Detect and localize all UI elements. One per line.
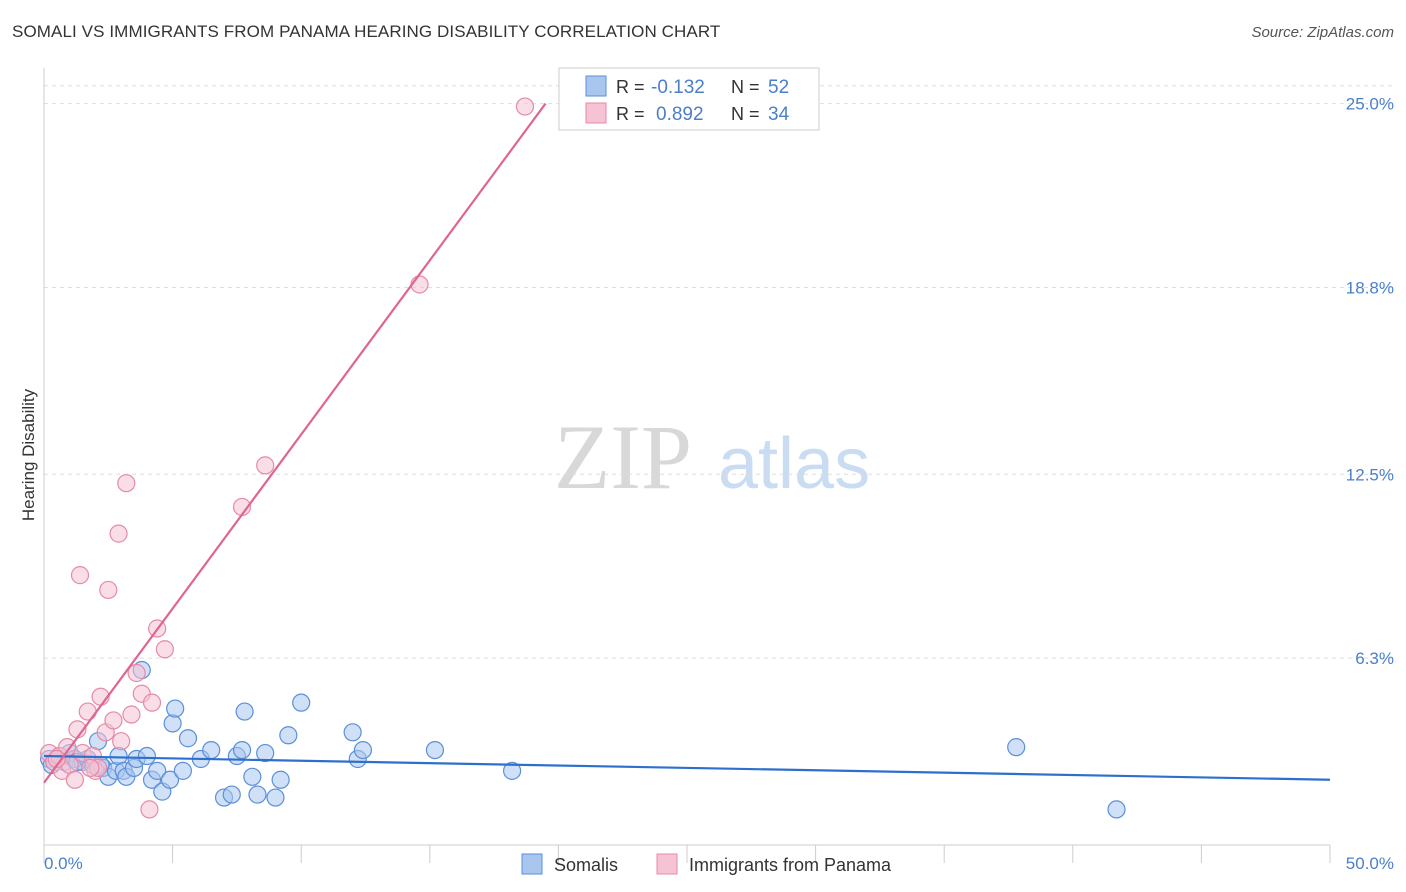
panama-point	[47, 749, 66, 769]
y-tick-label: 12.5%	[1346, 465, 1394, 484]
panama-point	[112, 732, 131, 751]
somalis-r-label: R =	[616, 77, 645, 97]
source-attribution: Source: ZipAtlas.com	[1251, 24, 1394, 41]
panama-point	[142, 693, 162, 712]
somali-point	[1107, 800, 1126, 819]
stats-legend: R = -0.132 N = 52 R = 0.892 N = 34	[558, 67, 820, 131]
panama-point	[127, 663, 146, 683]
chart-title: SOMALI VS IMMIGRANTS FROM PANAMA HEARING…	[12, 22, 721, 41]
somali-point	[292, 693, 311, 712]
x-tick-label-max: 50.0%	[1346, 854, 1394, 873]
panama-point	[117, 474, 136, 493]
y-tick-label: 18.8%	[1346, 278, 1394, 297]
panama-point	[122, 705, 141, 724]
panama-trend-line	[43, 102, 547, 784]
somali-point	[166, 699, 185, 718]
panama-point	[104, 711, 123, 730]
somali-point	[202, 740, 221, 760]
panama-point	[256, 456, 275, 475]
somali-point	[232, 740, 252, 760]
panama-r-value: 0.892	[656, 104, 704, 125]
somali-point	[343, 723, 362, 742]
somali-point	[503, 761, 522, 780]
panama-point	[65, 770, 84, 789]
somalis-n-value: 52	[768, 77, 789, 98]
legend-somalis-swatch	[521, 853, 543, 875]
panama-point	[99, 580, 118, 600]
somali-point	[266, 788, 285, 807]
x-tick-label-min: 0.0%	[44, 854, 83, 873]
somali-point	[271, 770, 290, 789]
somali-point	[425, 740, 445, 760]
somali-point	[148, 761, 167, 780]
trend-lines	[43, 102, 1331, 784]
series-legend: Somalis Immigrants from Panama	[521, 853, 892, 875]
somali-point	[137, 746, 156, 766]
legend-panama-swatch	[656, 853, 678, 875]
somali-point	[248, 785, 267, 804]
somali-point	[222, 785, 241, 804]
grid-lines	[44, 85, 1394, 659]
watermark-zip: ZIP	[554, 406, 692, 508]
watermark-atlas: atlas	[718, 424, 870, 504]
panama-n-label: N =	[731, 104, 760, 124]
panama-n-value: 34	[768, 104, 790, 125]
x-axis-ticks	[43, 845, 1331, 863]
somalis-trend-line	[43, 754, 1331, 781]
panama-point	[140, 800, 159, 819]
somalis-swatch	[585, 75, 607, 97]
panama-r-label: R =	[616, 104, 645, 124]
somali-point	[1007, 738, 1026, 757]
somali-point	[235, 702, 254, 721]
somali-point	[163, 714, 182, 733]
somali-point	[160, 770, 180, 789]
somalis-points	[40, 660, 1126, 819]
panama-swatch	[585, 102, 607, 124]
legend-panama-label: Immigrants from Panama	[689, 855, 892, 875]
panama-point	[515, 97, 535, 116]
legend-somalis-label: Somalis	[554, 855, 618, 875]
somali-point	[256, 743, 275, 763]
y-tick-label: 25.0%	[1346, 95, 1394, 114]
panama-point	[410, 275, 429, 294]
y-axis-label: Hearing Disability	[19, 388, 38, 521]
panama-point	[70, 566, 90, 585]
y-tick-labels: 6.3% 12.5% 18.8% 25.0%	[1346, 95, 1394, 669]
somali-point	[178, 729, 198, 748]
somali-point	[353, 740, 373, 760]
panama-points	[40, 97, 535, 819]
somalis-r-value: -0.132	[651, 77, 705, 98]
panama-point	[109, 524, 128, 543]
panama-point	[78, 702, 97, 721]
panama-point	[81, 758, 100, 777]
somali-point	[243, 767, 262, 786]
y-tick-label: 6.3%	[1355, 649, 1394, 668]
somali-point	[173, 761, 192, 780]
somalis-n-label: N =	[731, 77, 760, 97]
somali-point	[279, 726, 298, 745]
panama-point	[155, 640, 174, 659]
